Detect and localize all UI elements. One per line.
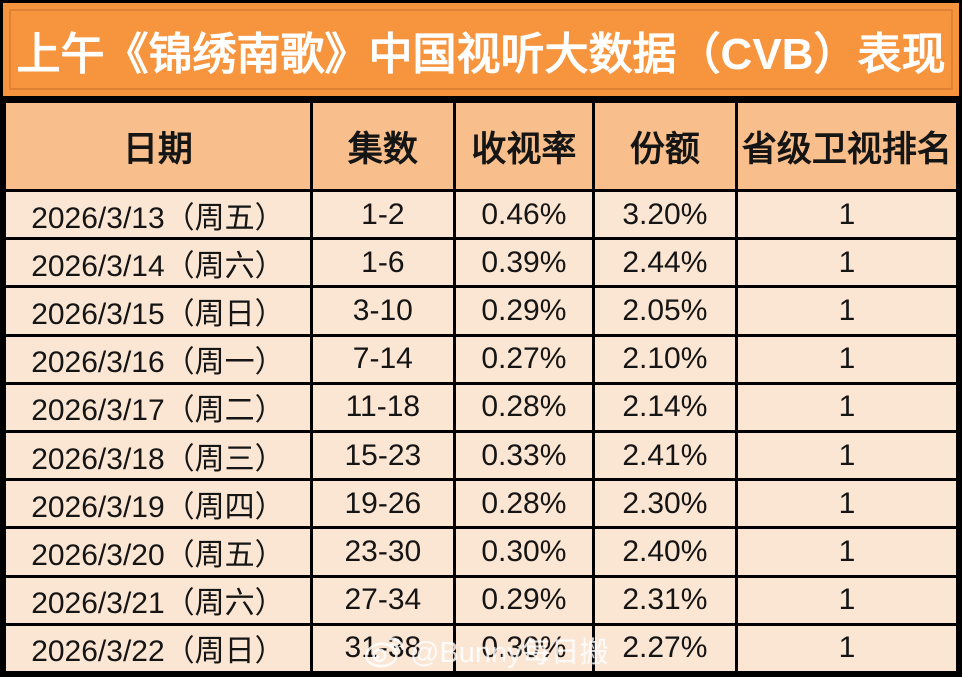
cell-episodes: 31-38 <box>309 622 456 675</box>
cell-date: 2026/3/13（周五） <box>3 188 313 241</box>
cell-share: 2.10% <box>591 333 738 385</box>
header-share: 份额 <box>591 100 738 192</box>
cell-rank: 1 <box>734 237 960 289</box>
cell-share: 2.05% <box>591 285 738 337</box>
table-row: 2026/3/22（周日） 31-38 0.30% 2.27% 1 <box>3 622 960 675</box>
cell-date: 2026/3/21（周六） <box>3 574 313 626</box>
cell-episodes: 15-23 <box>309 429 456 482</box>
cell-rating: 0.39% <box>452 237 595 289</box>
cell-rating: 0.28% <box>452 381 595 433</box>
cell-share: 2.40% <box>591 526 738 578</box>
table-row: 2026/3/18（周三） 15-23 0.33% 2.41% 1 <box>3 429 960 482</box>
cell-rating: 0.30% <box>452 526 595 578</box>
cell-rank: 1 <box>734 478 960 530</box>
cell-rating: 0.33% <box>452 429 595 482</box>
table-row: 2026/3/21（周六） 27-34 0.29% 2.31% 1 <box>3 574 960 626</box>
cell-rating: 0.30% <box>452 622 595 675</box>
cell-rank: 1 <box>734 333 960 385</box>
cell-episodes: 27-34 <box>309 574 456 626</box>
cell-share: 2.27% <box>591 622 738 675</box>
cell-share: 2.31% <box>591 574 738 626</box>
header-episodes: 集数 <box>309 100 456 192</box>
table-row: 2026/3/20（周五） 23-30 0.30% 2.40% 1 <box>3 526 960 578</box>
cell-episodes: 23-30 <box>309 526 456 578</box>
table-row: 2026/3/13（周五） 1-2 0.46% 3.20% 1 <box>3 188 960 241</box>
cell-share: 2.30% <box>591 478 738 530</box>
table-row: 2026/3/16（周一） 7-14 0.27% 2.10% 1 <box>3 333 960 385</box>
header-rating: 收视率 <box>452 100 595 192</box>
cell-share: 2.41% <box>591 429 738 482</box>
cell-episodes: 1-2 <box>309 188 456 241</box>
cell-rating: 0.46% <box>452 188 595 241</box>
header-provincial-rank: 省级卫视排名 <box>734 100 960 192</box>
header-row: 日期 集数 收视率 份额 省级卫视排名 <box>3 100 960 192</box>
table-row: 2026/3/14（周六） 1-6 0.39% 2.44% 1 <box>3 237 960 289</box>
cell-rating: 0.29% <box>452 285 595 337</box>
cell-episodes: 7-14 <box>309 333 456 385</box>
cell-episodes: 19-26 <box>309 478 456 530</box>
banner-table-divider <box>3 96 959 100</box>
cell-share: 2.44% <box>591 237 738 289</box>
cell-date: 2026/3/18（周三） <box>3 429 313 482</box>
cell-rank: 1 <box>734 429 960 482</box>
cell-rank: 1 <box>734 622 960 675</box>
cell-share: 3.20% <box>591 188 738 241</box>
header-date: 日期 <box>3 100 313 192</box>
banner-title: 上午《锦绣南歌》中国视听大数据（CVB）表现 <box>16 29 946 79</box>
cell-rating: 0.29% <box>452 574 595 626</box>
cell-date: 2026/3/22（周日） <box>3 622 313 675</box>
cell-episodes: 1-6 <box>309 237 456 289</box>
cell-rank: 1 <box>734 526 960 578</box>
cell-date: 2026/3/17（周二） <box>3 381 313 433</box>
cell-rank: 1 <box>734 285 960 337</box>
cell-rank: 1 <box>734 381 960 433</box>
table-row: 2026/3/15（周日） 3-10 0.29% 2.05% 1 <box>3 285 960 337</box>
cell-rank: 1 <box>734 574 960 626</box>
table-row: 2026/3/19（周四） 19-26 0.28% 2.30% 1 <box>3 478 960 530</box>
cell-date: 2026/3/19（周四） <box>3 478 313 530</box>
cell-rating: 0.27% <box>452 333 595 385</box>
cell-date: 2026/3/16（周一） <box>3 333 313 385</box>
cell-episodes: 11-18 <box>309 381 456 433</box>
banner: 上午《锦绣南歌》中国视听大数据（CVB）表现 <box>3 3 959 96</box>
table-header: 日期 集数 收视率 份额 省级卫视排名 <box>3 100 960 192</box>
cvb-ratings-table: 日期 集数 收视率 份额 省级卫视排名 2026/3/13（周五） 1-2 0.46… <box>3 100 960 675</box>
cell-rank: 1 <box>734 188 960 241</box>
table-row: 2026/3/17（周二） 11-18 0.28% 2.14% 1 <box>3 381 960 433</box>
cell-date: 2026/3/15（周日） <box>3 285 313 337</box>
cell-rating: 0.28% <box>452 478 595 530</box>
cell-date: 2026/3/14（周六） <box>3 237 313 289</box>
cell-episodes: 3-10 <box>309 285 456 337</box>
cell-share: 2.14% <box>591 381 738 433</box>
table-body: 2026/3/13（周五） 1-2 0.46% 3.20% 1 2026/3/14（周六）… <box>3 188 960 675</box>
cell-date: 2026/3/20（周五） <box>3 526 313 578</box>
